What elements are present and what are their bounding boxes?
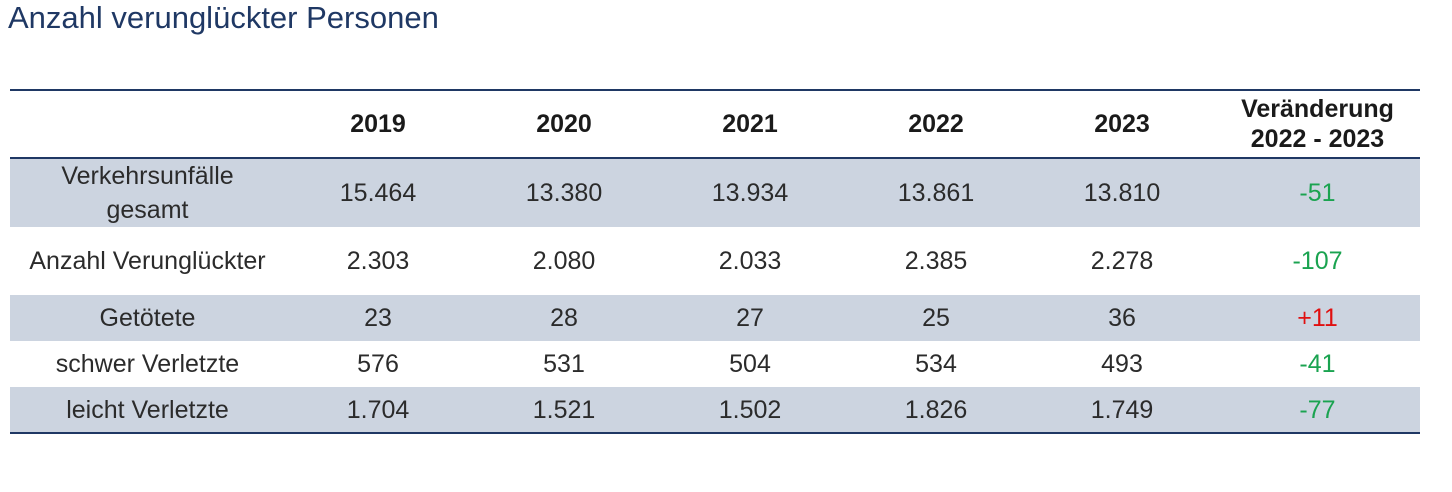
change-value: -77 bbox=[1299, 395, 1336, 424]
row-label-line2: gesamt bbox=[106, 196, 189, 224]
row-label: Verkehrsunfälle gesamt bbox=[10, 159, 285, 227]
table-row: leicht Verletzte 1.704 1.521 1.502 1.826… bbox=[10, 387, 1420, 432]
value-2022: 534 bbox=[915, 350, 957, 378]
value-2019: 576 bbox=[357, 350, 399, 378]
row-label: Getötete bbox=[99, 304, 196, 332]
value-2020: 28 bbox=[550, 304, 578, 332]
change-value: -41 bbox=[1299, 350, 1336, 378]
value-2023: 1.749 bbox=[1090, 395, 1154, 424]
value-2021: 27 bbox=[736, 304, 764, 332]
value-2021: 2.033 bbox=[718, 247, 782, 275]
row-label-line1: Verkehrsunfälle bbox=[61, 162, 234, 190]
value-2023: 2.278 bbox=[1090, 247, 1154, 275]
row-label: schwer Verletzte bbox=[55, 350, 240, 378]
header-change-line2: 2022 - 2023 bbox=[1250, 125, 1385, 153]
header-year-2019: 2019 bbox=[350, 110, 406, 138]
value-2019: 23 bbox=[364, 304, 392, 332]
header-year-2021: 2021 bbox=[722, 110, 778, 138]
page-title: Anzahl verunglückter Personen bbox=[8, 0, 439, 35]
value-2020: 531 bbox=[543, 350, 585, 378]
table-row: schwer Verletzte 576 531 504 534 493 -41 bbox=[10, 341, 1420, 387]
value-2020: 1.521 bbox=[532, 395, 596, 424]
value-2021: 13.934 bbox=[711, 179, 789, 207]
table-row: Verkehrsunfälle gesamt 15.464 13.380 13.… bbox=[10, 159, 1420, 227]
header-change: Veränderung 2022 - 2023 bbox=[1215, 91, 1420, 157]
row-label: leicht Verletzte bbox=[66, 395, 229, 424]
value-2019: 2.303 bbox=[346, 247, 410, 275]
change-value: -107 bbox=[1292, 247, 1343, 275]
table-row: Anzahl Verunglückter 2.303 2.080 2.033 2… bbox=[10, 227, 1420, 295]
header-year-2020: 2020 bbox=[536, 110, 592, 138]
header-year-2022: 2022 bbox=[908, 110, 964, 138]
change-value: -51 bbox=[1299, 179, 1336, 207]
value-2019: 1.704 bbox=[346, 395, 410, 424]
value-2019: 15.464 bbox=[339, 179, 417, 207]
value-2022: 2.385 bbox=[904, 247, 968, 275]
value-2022: 13.861 bbox=[897, 179, 975, 207]
header-change-line1: Veränderung bbox=[1241, 95, 1394, 123]
header-label-cell bbox=[10, 91, 285, 157]
value-2020: 13.380 bbox=[525, 179, 603, 207]
value-2020: 2.080 bbox=[532, 247, 596, 275]
value-2023: 36 bbox=[1108, 304, 1136, 332]
accident-table: 2019 2020 2021 2022 2023 Veränderung 202… bbox=[10, 89, 1420, 434]
value-2021: 1.502 bbox=[718, 395, 782, 424]
change-value: +11 bbox=[1297, 304, 1338, 332]
header-year-2023: 2023 bbox=[1094, 110, 1150, 138]
value-2022: 1.826 bbox=[904, 395, 968, 424]
value-2023: 13.810 bbox=[1083, 179, 1161, 207]
row-label: Anzahl Verunglückter bbox=[29, 247, 266, 275]
table-row: Getötete 23 28 27 25 36 +11 bbox=[10, 295, 1420, 341]
table-header: 2019 2020 2021 2022 2023 Veränderung 202… bbox=[10, 91, 1420, 159]
value-2022: 25 bbox=[922, 304, 950, 332]
value-2021: 504 bbox=[729, 350, 771, 378]
value-2023: 493 bbox=[1101, 350, 1143, 378]
